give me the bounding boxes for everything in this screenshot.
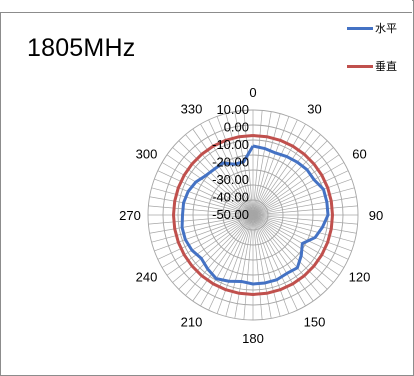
angle-tick-label: 30: [307, 102, 321, 117]
grid-spoke: [216, 214, 254, 314]
grid-spoke: [225, 214, 254, 317]
grid-spoke: [252, 214, 306, 307]
radial-tick-label: -50.00: [212, 207, 249, 222]
radial-tick-label: -40.00: [212, 190, 249, 205]
grid-spoke: [252, 214, 334, 283]
grid-spoke: [208, 119, 254, 216]
grid-spoke: [252, 214, 355, 243]
grid-spoke: [252, 214, 290, 314]
angle-tick-label: 90: [369, 208, 383, 223]
angle-tick-label: 120: [349, 270, 371, 285]
grid-spoke: [252, 214, 349, 260]
grid-spoke: [252, 187, 355, 216]
grid-spoke: [149, 214, 254, 234]
grid-spoke: [151, 214, 254, 243]
grid-spoke: [154, 178, 254, 216]
grid-spoke: [157, 170, 254, 216]
grid-spoke: [252, 214, 314, 302]
grid-spoke: [234, 214, 254, 319]
grid-spoke: [252, 134, 321, 216]
grid-spoke: [252, 214, 345, 268]
radial-tick-label: -30.00: [212, 172, 249, 187]
grid-spoke: [252, 178, 352, 216]
angle-tick-label: 240: [136, 270, 158, 285]
grid-spoke: [252, 214, 357, 234]
top-strip: [0, 0, 412, 13]
grid-spoke: [172, 147, 254, 216]
radial-tick-label: 10.00: [216, 102, 249, 117]
grid-spoke: [252, 113, 281, 216]
grid-spoke: [151, 187, 254, 216]
grid-spoke: [200, 214, 254, 307]
grid-spoke: [252, 196, 357, 216]
grid-spoke: [252, 123, 306, 216]
grid-spoke: [252, 162, 345, 216]
angle-tick-label: 0: [249, 85, 256, 100]
grid-spoke: [252, 147, 334, 216]
grid-spoke: [252, 214, 272, 319]
grid-spoke: [192, 214, 254, 302]
grid-spoke: [161, 162, 254, 216]
grid-spoke: [166, 154, 254, 216]
grid-spoke: [185, 134, 254, 216]
grid-spoke: [252, 214, 358, 225]
grid-spoke: [178, 214, 254, 290]
grid-spoke: [178, 140, 254, 216]
angle-tick-labels: 0 30 60 90 120 150 180 210 240 270 300 330: [119, 85, 383, 346]
grid-spoke: [192, 128, 254, 216]
grid-spoke: [252, 214, 281, 317]
angle-tick-label: 180: [242, 331, 264, 346]
grid-spoke: [252, 128, 314, 216]
series-line: [172, 134, 334, 296]
chart-title: 1805MHz: [27, 34, 136, 62]
grid-spoke: [161, 214, 254, 268]
polar-grid: [147, 109, 359, 321]
series-line: [180, 144, 330, 286]
grid-spoke: [243, 110, 254, 216]
grid-spoke: [154, 214, 254, 252]
grid-spoke: [157, 214, 254, 260]
grid-spoke: [252, 214, 340, 276]
angle-tick-label: 210: [181, 315, 203, 330]
series-layer: [172, 134, 334, 296]
grid-spoke: [172, 214, 254, 283]
grid-spoke: [252, 205, 358, 216]
grid-spoke: [252, 214, 352, 252]
grid-spoke: [252, 119, 298, 216]
radial-tick-labels: 10.00 0.00 -10.00 -20.00 -30.00 -40.00 -50.00: [212, 102, 249, 222]
grid-spoke: [148, 214, 254, 225]
grid-spoke: [252, 170, 349, 216]
grid-spoke: [200, 123, 254, 216]
grid-spoke: [252, 214, 263, 320]
grid-spoke: [243, 214, 254, 320]
angle-tick-label: 60: [352, 147, 366, 162]
legend-label-horizontal: 水平: [375, 22, 397, 35]
grid-spoke: [166, 214, 254, 276]
grid-spoke: [252, 214, 321, 296]
grid-spoke: [148, 205, 254, 216]
grid-spoke: [252, 154, 340, 216]
angle-tick-label: 150: [304, 315, 326, 330]
legend-swatch-horizontal: [347, 27, 373, 30]
angle-tick-label: 270: [119, 208, 141, 223]
radial-tick-label: 0.00: [224, 120, 249, 135]
grid-spoke: [252, 214, 298, 311]
grid-spoke: [208, 214, 254, 311]
angle-tick-label: 300: [136, 147, 158, 162]
legend-label-vertical: 垂直: [375, 60, 397, 73]
angle-tick-label: 330: [181, 102, 203, 117]
grid-spoke: [185, 214, 254, 296]
grid-spoke: [252, 140, 328, 216]
grid-spoke: [149, 196, 254, 216]
radial-tick-label: -10.00: [212, 137, 249, 152]
grid-spoke: [252, 116, 290, 216]
radial-tick-label: -20.00: [212, 155, 249, 170]
grid-spoke: [252, 111, 272, 216]
legend-swatch-vertical: [347, 65, 373, 68]
grid-spoke: [252, 110, 263, 216]
grid-spoke: [252, 214, 328, 290]
